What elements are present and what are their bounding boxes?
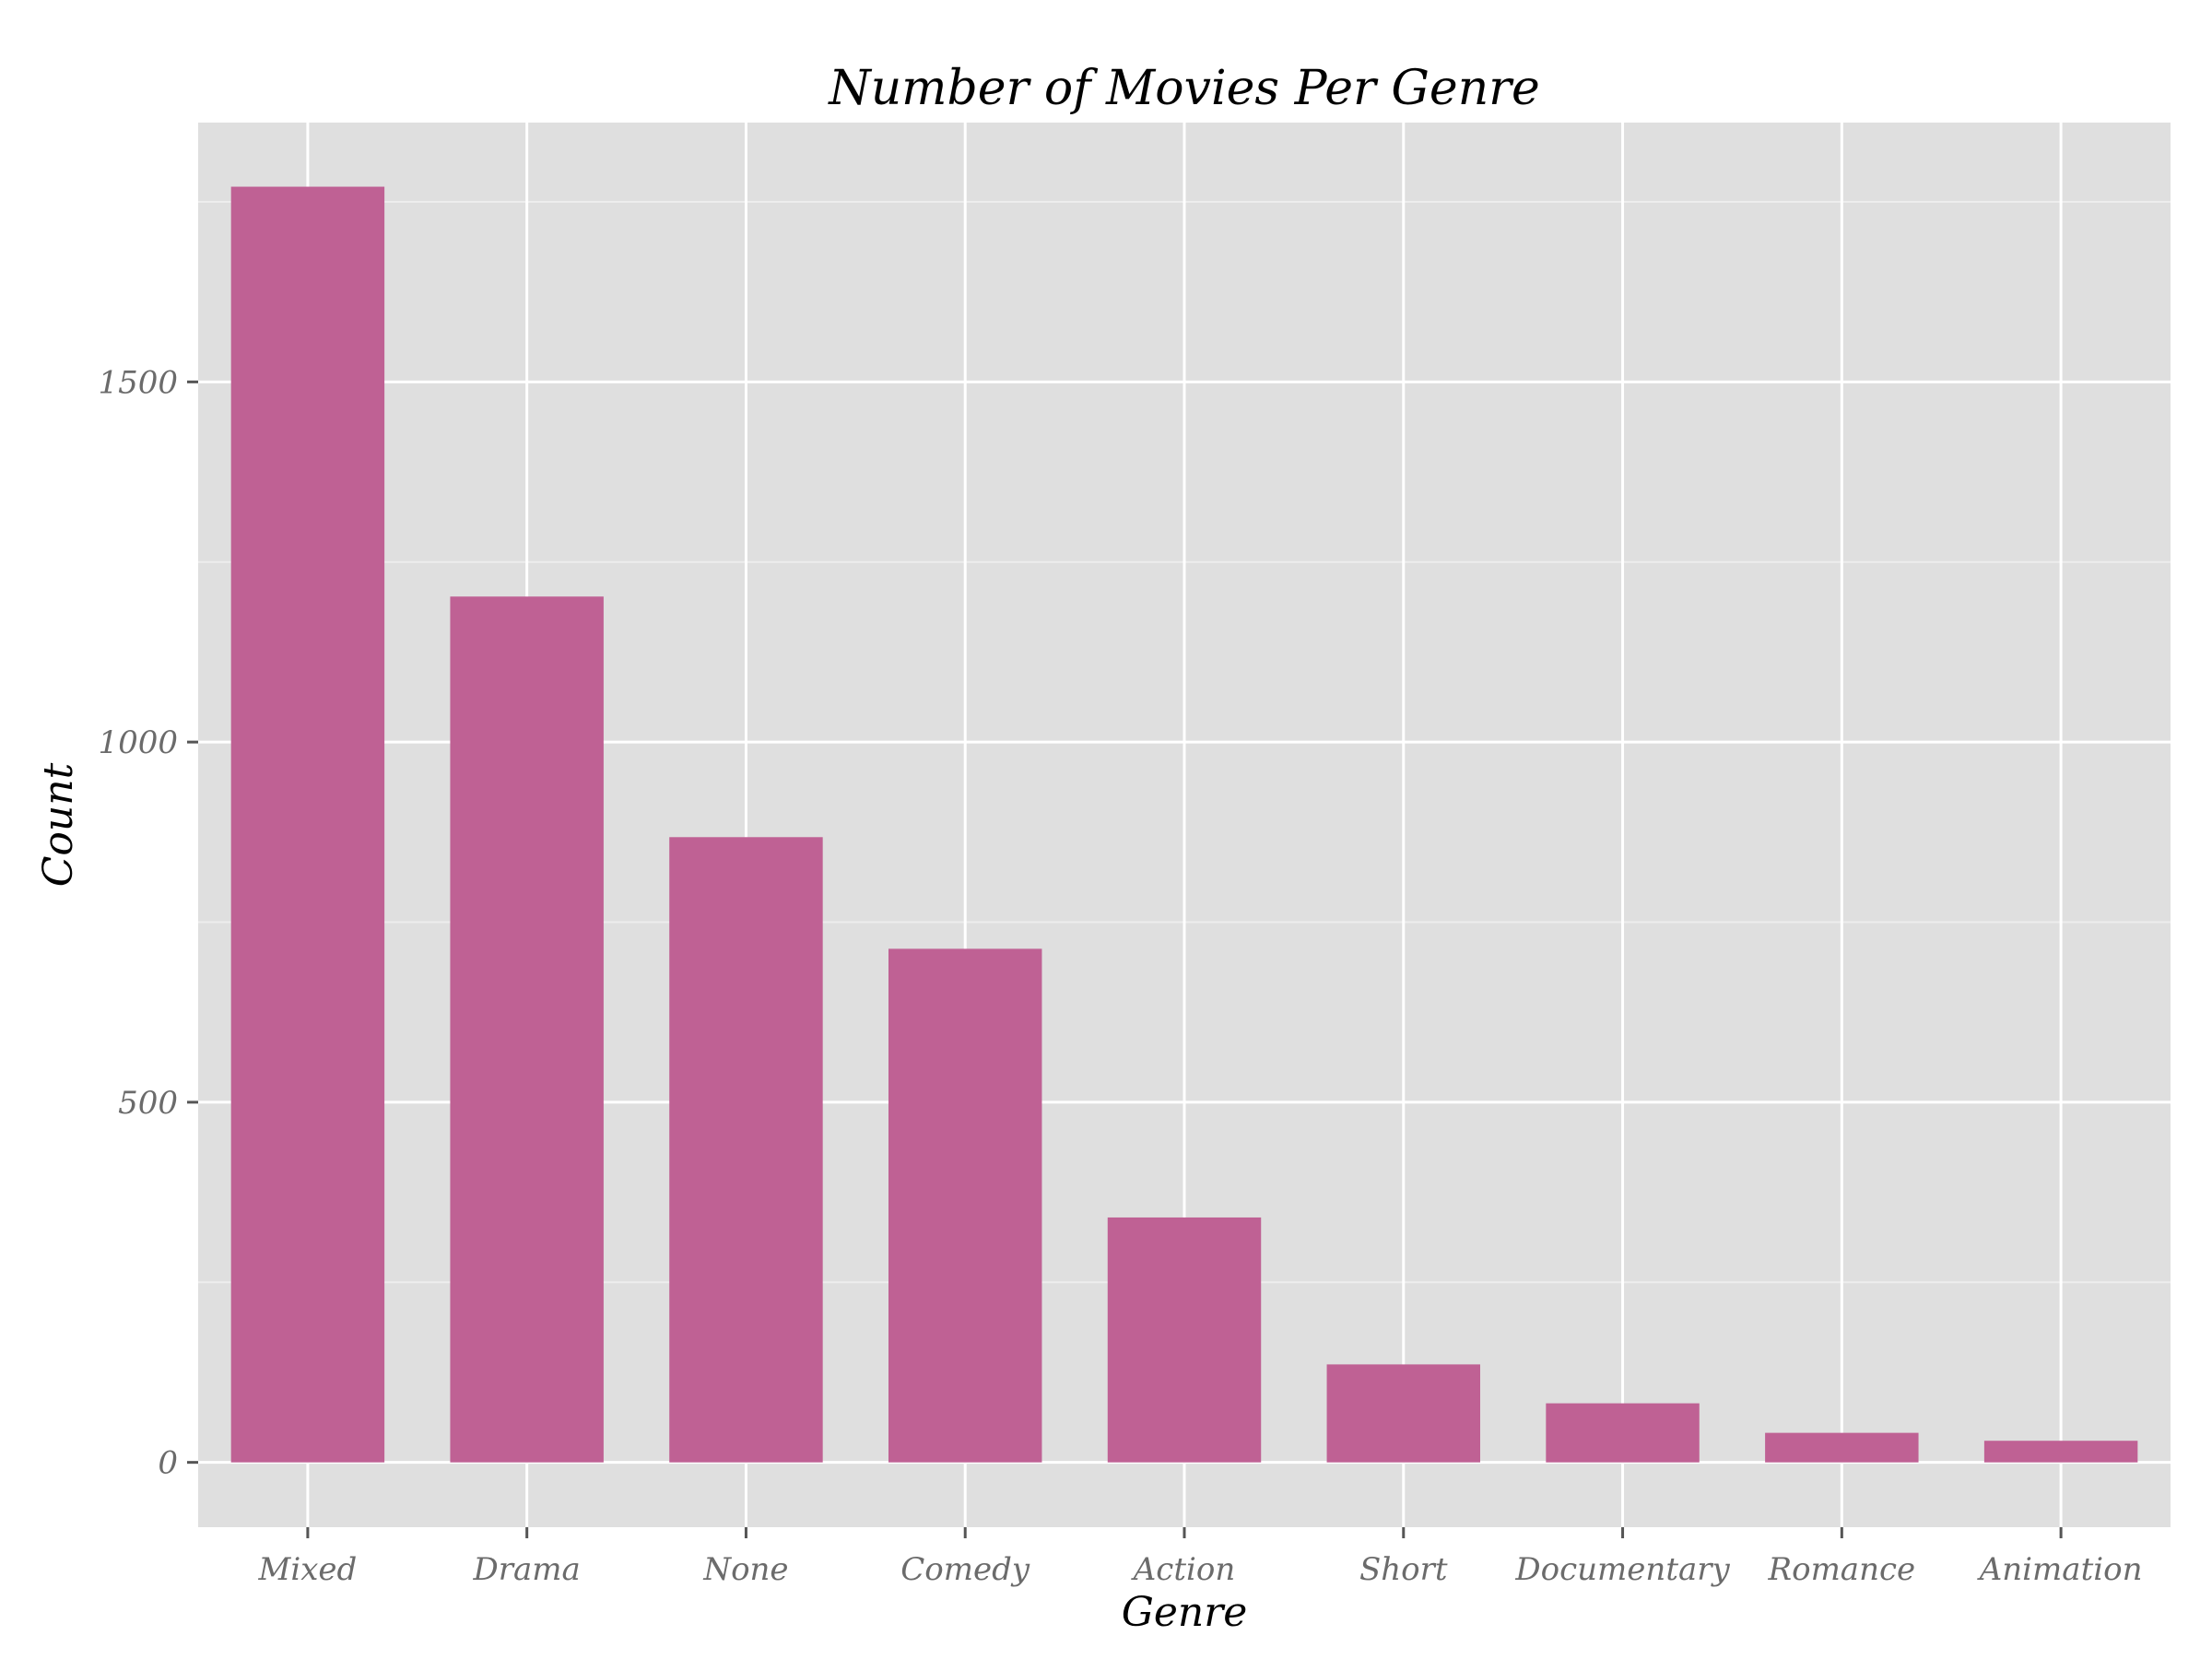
bar-none [669, 837, 823, 1463]
x-tick-label: Comedy [900, 1551, 1030, 1588]
bar-comedy [888, 948, 1042, 1463]
x-axis: Mixed Drama None Comedy Action Short Documenta… [258, 1527, 2143, 1588]
x-axis-label: Genre [1122, 1589, 1248, 1636]
x-tick-label: Short [1359, 1551, 1448, 1588]
x-tick-label: Romance [1768, 1551, 1916, 1588]
bar-animation [1983, 1441, 2138, 1463]
x-tick-label: Mixed [258, 1551, 358, 1588]
y-tick-label: 0 [158, 1445, 178, 1482]
y-tick-label: 500 [118, 1085, 178, 1122]
y-axis-label: Count [35, 762, 82, 887]
bar-romance [1765, 1432, 1919, 1463]
bar-documentary [1546, 1403, 1700, 1463]
x-tick-label: Action [1131, 1551, 1236, 1588]
y-axis: 0 500 1000 1500 [98, 364, 198, 1482]
x-tick-label: Animation [1977, 1551, 2143, 1588]
x-tick-label: Drama [473, 1551, 581, 1588]
bar-action [1107, 1217, 1262, 1463]
bar-mixed [230, 186, 385, 1463]
chart-title: Number of Movies Per Genre [827, 61, 1540, 116]
bar-short [1326, 1364, 1480, 1463]
bars [230, 186, 2138, 1463]
x-tick-label: Documentary [1514, 1551, 1730, 1588]
bar-drama [450, 596, 604, 1463]
x-tick-label: None [702, 1551, 788, 1588]
y-tick-label: 1500 [98, 364, 178, 401]
y-tick-label: 1000 [98, 724, 178, 761]
